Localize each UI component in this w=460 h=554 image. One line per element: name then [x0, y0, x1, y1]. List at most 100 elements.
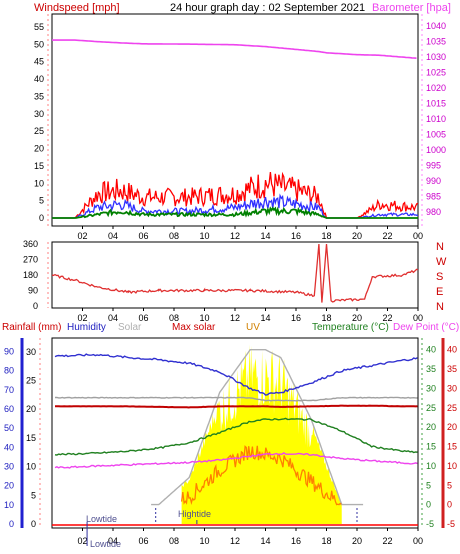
uv-line	[180, 445, 342, 506]
compass-label: N	[436, 241, 444, 253]
solar-legend: Solar	[118, 322, 142, 333]
temperature-y-tick-label: 15	[426, 442, 436, 452]
wind-x-tick-label: 12	[230, 231, 240, 241]
direction-x-tick-label: 12	[230, 313, 240, 323]
humidity-y-tick-label: 5	[31, 490, 36, 500]
dew-point-y-tick-label: 15	[447, 442, 457, 452]
direction-y-tick-label: 270	[23, 255, 38, 265]
rainfall-y-tick-label: 70	[4, 385, 14, 395]
hightide-label: Hightide	[178, 509, 211, 519]
temp-x-tick-label: 02	[77, 536, 87, 546]
wind-y-tick-label: 50	[34, 39, 44, 49]
temperature-axis-title: Temperature (°C)	[312, 322, 389, 333]
direction-x-tick-label: 22	[382, 313, 392, 323]
dew-point-y-tick-label: 0	[447, 500, 452, 510]
direction-x-tick-label: 08	[169, 313, 179, 323]
barometer-y-tick-label: 990	[426, 176, 441, 186]
wind-x-tick-label: 14	[260, 231, 270, 241]
rainfall-axis-title: Rainfall (mm)	[2, 322, 61, 333]
dew-point-y-tick-label: 5	[447, 480, 452, 490]
solar-radiation-area	[181, 344, 342, 524]
wind-x-tick-label: 02	[77, 231, 87, 241]
barometer-y-tick-label: 1020	[426, 83, 446, 93]
chart-title: 24 hour graph day : 02 September 2021	[170, 2, 365, 14]
barometer-y-tick-label: 1000	[426, 145, 446, 155]
wind-y-tick-label: 45	[34, 57, 44, 67]
direction-x-tick-label: 16	[291, 313, 301, 323]
wind-x-tick-label: 08	[169, 231, 179, 241]
temp-x-tick-label: 10	[199, 536, 209, 546]
lowtide-label: Lowtide	[86, 514, 117, 524]
solar-line	[55, 396, 418, 402]
humidity-y-tick-label: 0	[31, 519, 36, 529]
temp-x-tick-label: 08	[169, 536, 179, 546]
temp-x-tick-label: 04	[108, 536, 118, 546]
temp-x-tick-label: 06	[138, 536, 148, 546]
dew-point-line	[54, 452, 418, 469]
uv-legend: UV	[246, 322, 260, 333]
barometer-y-tick-label: 1030	[426, 52, 446, 62]
wind-y-tick-label: 10	[34, 178, 44, 188]
rainfall-y-tick-label: 90	[4, 347, 14, 357]
temp-x-tick-label: 18	[321, 536, 331, 546]
temperature-y-tick-label: -5	[426, 519, 434, 529]
humidity-y-tick-label: 20	[26, 404, 36, 414]
rainfall-y-tick-label: 0	[9, 519, 14, 529]
gust-line	[52, 171, 419, 219]
wind-y-tick-label: 5	[39, 196, 44, 206]
temperature-y-tick-label: 30	[426, 383, 436, 393]
temperature-solar-panel: 0102030405060708090051015202530-50510152…	[4, 337, 457, 546]
barometer-line	[52, 39, 417, 59]
wind-x-tick-label: 22	[382, 231, 392, 241]
direction-x-tick-label: 18	[321, 313, 331, 323]
compass-label: N	[436, 301, 444, 313]
dew-point-y-tick-label: 20	[447, 422, 457, 432]
wind-x-tick-label: 16	[291, 231, 301, 241]
wind-y-tick-label: 0	[39, 213, 44, 223]
direction-x-tick-label: 20	[352, 313, 362, 323]
barometer-y-tick-label: 1015	[426, 99, 446, 109]
dew-point-y-tick-label: 35	[447, 364, 457, 374]
temperature-y-tick-label: 10	[426, 461, 436, 471]
direction-y-tick-label: 0	[33, 301, 38, 311]
direction-y-tick-label: 360	[23, 239, 38, 249]
wind-x-tick-label: 04	[108, 231, 118, 241]
direction-x-tick-label: 02	[77, 313, 87, 323]
wind-direction-line	[51, 243, 419, 303]
wind-x-tick-label: 00	[413, 231, 423, 241]
wind-direction-panel-frame	[51, 241, 419, 309]
wind-y-tick-label: 40	[34, 74, 44, 84]
humidity-y-tick-label: 25	[26, 375, 36, 385]
barometer-y-tick-label: 980	[426, 207, 441, 217]
humidity-line	[54, 353, 418, 396]
max-solar-legend: Max solar	[172, 322, 216, 333]
direction-x-tick-label: 06	[138, 313, 148, 323]
temperature-y-tick-label: 35	[426, 364, 436, 374]
rainfall-y-tick-label: 20	[4, 481, 14, 491]
direction-x-tick-label: 10	[199, 313, 209, 323]
dew-point-y-tick-label: 25	[447, 403, 457, 413]
wind-x-tick-label: 06	[138, 231, 148, 241]
wind-y-tick-label: 15	[34, 161, 44, 171]
temperature-line	[54, 417, 418, 456]
barometer-y-tick-label: 1010	[426, 114, 446, 124]
temp-x-tick-label: 16	[291, 536, 301, 546]
temp-x-tick-label: 00	[413, 536, 423, 546]
humidity-axis-title: Humidity	[67, 322, 106, 333]
barometer-y-tick-label: 1040	[426, 21, 446, 31]
wind-x-tick-label: 20	[352, 231, 362, 241]
direction-y-tick-label: 90	[28, 286, 38, 296]
compass-label: E	[436, 286, 443, 298]
wind-barometer-panel: 0510152025303540455055980985990995100010…	[34, 13, 446, 241]
low-wind-line	[52, 206, 418, 219]
humidity-y-tick-label: 30	[26, 347, 36, 357]
barometer-y-tick-label: 1025	[426, 68, 446, 78]
windspeed-axis-title: Windspeed [mph]	[34, 2, 120, 14]
direction-x-tick-label: 14	[260, 313, 270, 323]
direction-x-tick-label: 04	[108, 313, 118, 323]
wind-y-tick-label: 20	[34, 144, 44, 154]
temperature-y-tick-label: 40	[426, 345, 436, 355]
compass-label: S	[436, 271, 443, 283]
barometer-axis-title: Barometer [hpa]	[372, 2, 451, 14]
